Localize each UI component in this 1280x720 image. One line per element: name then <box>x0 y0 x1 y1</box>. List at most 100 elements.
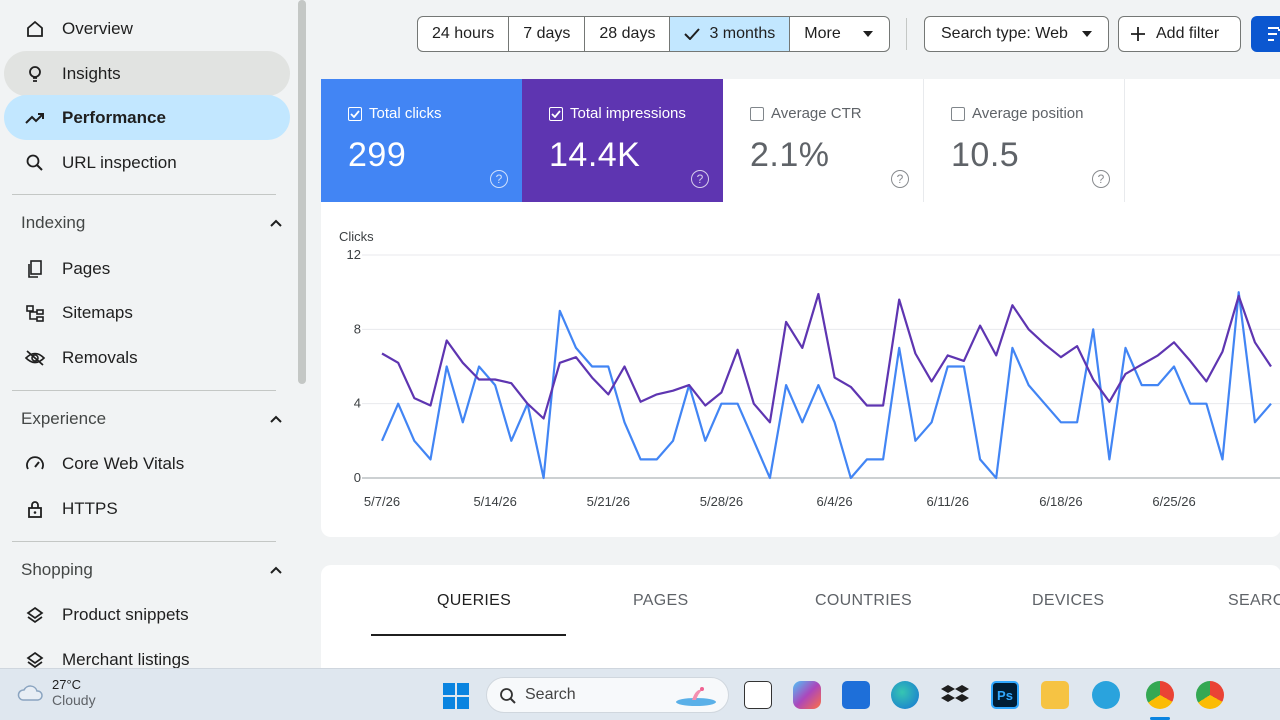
search-type-dropdown[interactable]: Search type: Web <box>924 16 1109 52</box>
y-tick-label: 12 <box>347 247 361 262</box>
date-range-selector: 24 hours 7 days 28 days 3 months More <box>417 16 890 52</box>
toolbar-divider <box>906 18 907 50</box>
nav-insights-label: Insights <box>62 63 121 83</box>
chrome-profile-1-icon[interactable] <box>1146 681 1174 709</box>
x-tick-label: 5/28/26 <box>700 494 743 509</box>
pages-icon <box>22 258 48 280</box>
nav-merchant-listings[interactable]: Merchant listings <box>4 637 290 668</box>
nav-merchant-listings-label: Merchant listings <box>62 649 190 669</box>
nav-sitemaps[interactable]: Sitemaps <box>4 290 290 335</box>
nav-performance-label: Performance <box>62 107 166 127</box>
filter-list-icon <box>1267 25 1280 43</box>
speedometer-icon <box>22 453 48 475</box>
section-shopping-header[interactable]: Shopping <box>21 560 283 580</box>
nav-insights[interactable]: Insights <box>4 51 290 96</box>
taskbar-search[interactable]: Search <box>486 677 729 713</box>
nav-url-inspection[interactable]: URL inspection <box>4 140 290 185</box>
caret-down-icon <box>1081 31 1092 37</box>
edge-icon[interactable] <box>891 681 919 709</box>
section-experience-title: Experience <box>21 409 107 428</box>
y-tick-label: 8 <box>354 321 361 336</box>
range-3-months-label: 3 months <box>709 25 776 42</box>
file-explorer-icon[interactable] <box>1041 681 1069 709</box>
add-filter-button[interactable]: Add filter <box>1118 16 1241 52</box>
sidebar-divider <box>12 194 276 195</box>
range-3-months[interactable]: 3 months <box>670 17 791 51</box>
copilot-icon[interactable] <box>793 681 821 709</box>
weather-temp: 27°C <box>52 677 82 692</box>
weather-condition: Cloudy <box>52 692 96 708</box>
weather-widget[interactable]: 27°C Cloudy <box>16 677 96 708</box>
metric-value: 10.5 <box>951 136 1020 174</box>
chrome-profile-2-icon[interactable] <box>1196 681 1224 709</box>
checkbox-checked-icon <box>549 106 563 121</box>
tab-queries[interactable]: QUERIES <box>437 592 512 609</box>
tab-pages[interactable]: PAGES <box>633 592 689 609</box>
metric-value: 2.1% <box>750 136 830 174</box>
checkbox-checked-icon <box>348 106 362 121</box>
range-more[interactable]: More <box>790 17 888 51</box>
nav-overview[interactable]: Overview <box>4 6 290 51</box>
search-type-label: Search type: Web <box>941 25 1068 42</box>
chevron-up-icon <box>269 213 283 233</box>
metric-label: Average CTR <box>771 105 862 122</box>
check-icon <box>684 28 701 40</box>
layers-icon <box>22 604 48 626</box>
range-24-hours[interactable]: 24 hours <box>418 17 510 51</box>
help-icon[interactable]: ? <box>490 170 508 188</box>
caret-down-icon <box>862 31 873 37</box>
clicks-chart[interactable]: Clicks 0 4 8 12 5/7/26 5/14/26 5/21/26 5/28/26… <box>321 220 1280 520</box>
lightbulb-icon <box>22 63 48 85</box>
nav-core-web-vitals[interactable]: Core Web Vitals <box>4 441 290 486</box>
section-shopping-title: Shopping <box>21 560 93 579</box>
x-tick-label: 6/4/26 <box>817 494 853 509</box>
store-icon[interactable] <box>842 681 870 709</box>
telegram-icon[interactable] <box>1092 681 1120 709</box>
metric-average-ctr[interactable]: Average CTR 2.1% ? <box>723 79 924 202</box>
help-icon[interactable]: ? <box>1092 170 1110 188</box>
windows-start-icon[interactable] <box>443 683 469 709</box>
metric-label: Total clicks <box>369 105 442 122</box>
chevron-up-icon <box>269 560 283 580</box>
help-icon[interactable]: ? <box>891 170 909 188</box>
nav-pages[interactable]: Pages <box>4 246 290 291</box>
metric-label: Average position <box>972 105 1084 122</box>
series-line-impressions <box>381 292 1272 424</box>
x-tick-label: 5/7/26 <box>364 494 400 509</box>
tab-search-appearance[interactable]: SEARCH <box>1228 592 1280 609</box>
layers-icon <box>22 649 48 669</box>
eye-off-icon <box>22 347 48 369</box>
photoshop-icon[interactable]: Ps <box>991 681 1019 709</box>
range-28-days[interactable]: 28 days <box>585 17 671 51</box>
task-view-icon[interactable] <box>744 681 772 709</box>
sitemap-icon <box>22 302 48 324</box>
x-tick-label: 6/11/26 <box>927 494 969 509</box>
metric-total-impressions[interactable]: Total impressions 14.4K ? <box>522 79 723 202</box>
metric-average-position[interactable]: Average position 10.5 ? <box>924 79 1125 202</box>
nav-https[interactable]: HTTPS <box>4 486 290 531</box>
plus-icon <box>1130 26 1146 42</box>
nav-performance[interactable]: Performance <box>4 95 290 140</box>
checkbox-unchecked-icon <box>750 106 764 121</box>
filter-menu-button[interactable] <box>1251 16 1280 52</box>
active-app-indicator <box>1150 717 1170 720</box>
section-experience-header[interactable]: Experience <box>21 409 283 429</box>
help-icon[interactable]: ? <box>691 170 709 188</box>
sidebar-scrollbar[interactable] <box>298 0 306 384</box>
section-indexing-header[interactable]: Indexing <box>21 213 283 233</box>
tab-countries[interactable]: COUNTRIES <box>815 592 912 609</box>
tab-devices[interactable]: DEVICES <box>1032 592 1105 609</box>
series-line-clicks <box>380 291 1272 480</box>
metric-total-clicks[interactable]: Total clicks 299 ? <box>321 79 522 202</box>
dropbox-icon[interactable] <box>941 681 969 709</box>
taskbar-search-label: Search <box>525 686 576 703</box>
y-tick-label: 0 <box>354 470 361 485</box>
nav-removals[interactable]: Removals <box>4 335 290 380</box>
nav-product-snippets[interactable]: Product snippets <box>4 592 290 637</box>
x-tick-label: 5/14/26 <box>473 494 516 509</box>
nav-https-label: HTTPS <box>62 498 118 518</box>
range-7-days[interactable]: 7 days <box>509 17 586 51</box>
sidebar: Overview Insights Performance URL inspec… <box>0 0 308 668</box>
range-more-label: More <box>804 25 841 42</box>
nav-product-snippets-label: Product snippets <box>62 604 189 624</box>
